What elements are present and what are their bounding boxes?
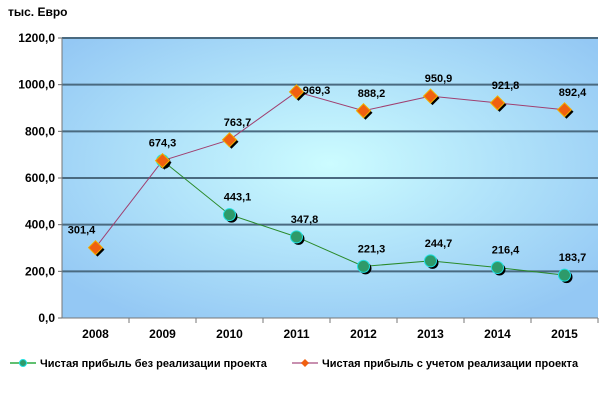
data-point — [154, 152, 171, 169]
data-label: 892,4 — [559, 87, 587, 99]
legend-marker — [19, 359, 27, 367]
data-point — [556, 102, 573, 118]
legend-label: Чистая прибыль без реализации проекта — [40, 358, 268, 370]
y-tick-label: 0,0 — [38, 311, 55, 325]
data-point — [355, 103, 372, 119]
data-label: 244,7 — [425, 238, 453, 250]
data-point — [290, 230, 303, 244]
data-label: 183,7 — [559, 252, 587, 264]
y-tick-label: 1200,0 — [18, 31, 55, 45]
x-tick-label: 2009 — [149, 327, 176, 341]
data-label: 921,8 — [492, 80, 520, 92]
y-tick-label: 400,0 — [25, 218, 55, 232]
x-tick-label: 2011 — [283, 327, 309, 341]
data-label: 888,2 — [358, 88, 386, 100]
data-label: 950,9 — [425, 73, 453, 85]
data-label: 763,7 — [224, 117, 252, 129]
y-tick-label: 1000,0 — [18, 78, 55, 92]
data-label: 969,3 — [303, 85, 331, 97]
data-label: 216,4 — [492, 245, 520, 257]
x-tick-label: 2012 — [350, 327, 377, 341]
data-point — [491, 261, 504, 275]
data-label: 347,8 — [291, 214, 319, 226]
x-tick-label: 2013 — [417, 327, 444, 341]
x-tick-label: 2010 — [216, 327, 243, 341]
data-point — [221, 132, 238, 148]
x-tick-label: 2015 — [551, 327, 578, 341]
legend-label: Чистая прибыль с учетом реализации проек… — [322, 358, 579, 370]
data-point — [489, 95, 506, 111]
data-point — [357, 259, 370, 273]
data-point — [422, 88, 439, 104]
data-point — [87, 239, 104, 256]
data-label: 674,3 — [149, 138, 177, 150]
y-tick-label: 600,0 — [25, 171, 55, 185]
x-tick-label: 2008 — [82, 327, 109, 341]
legend-marker — [301, 359, 309, 367]
series-line — [95, 91, 565, 248]
data-label: 301,4 — [68, 225, 96, 237]
data-point — [223, 208, 236, 222]
data-point — [558, 268, 571, 282]
data-point — [288, 84, 305, 100]
y-tick-label: 200,0 — [25, 264, 55, 278]
y-tick-label: 800,0 — [25, 124, 55, 138]
data-label: 443,1 — [224, 192, 252, 204]
data-point — [424, 254, 437, 268]
data-label: 221,3 — [358, 243, 386, 255]
x-tick-label: 2014 — [484, 327, 511, 341]
y-axis-label: тыс. Евро — [8, 5, 68, 19]
